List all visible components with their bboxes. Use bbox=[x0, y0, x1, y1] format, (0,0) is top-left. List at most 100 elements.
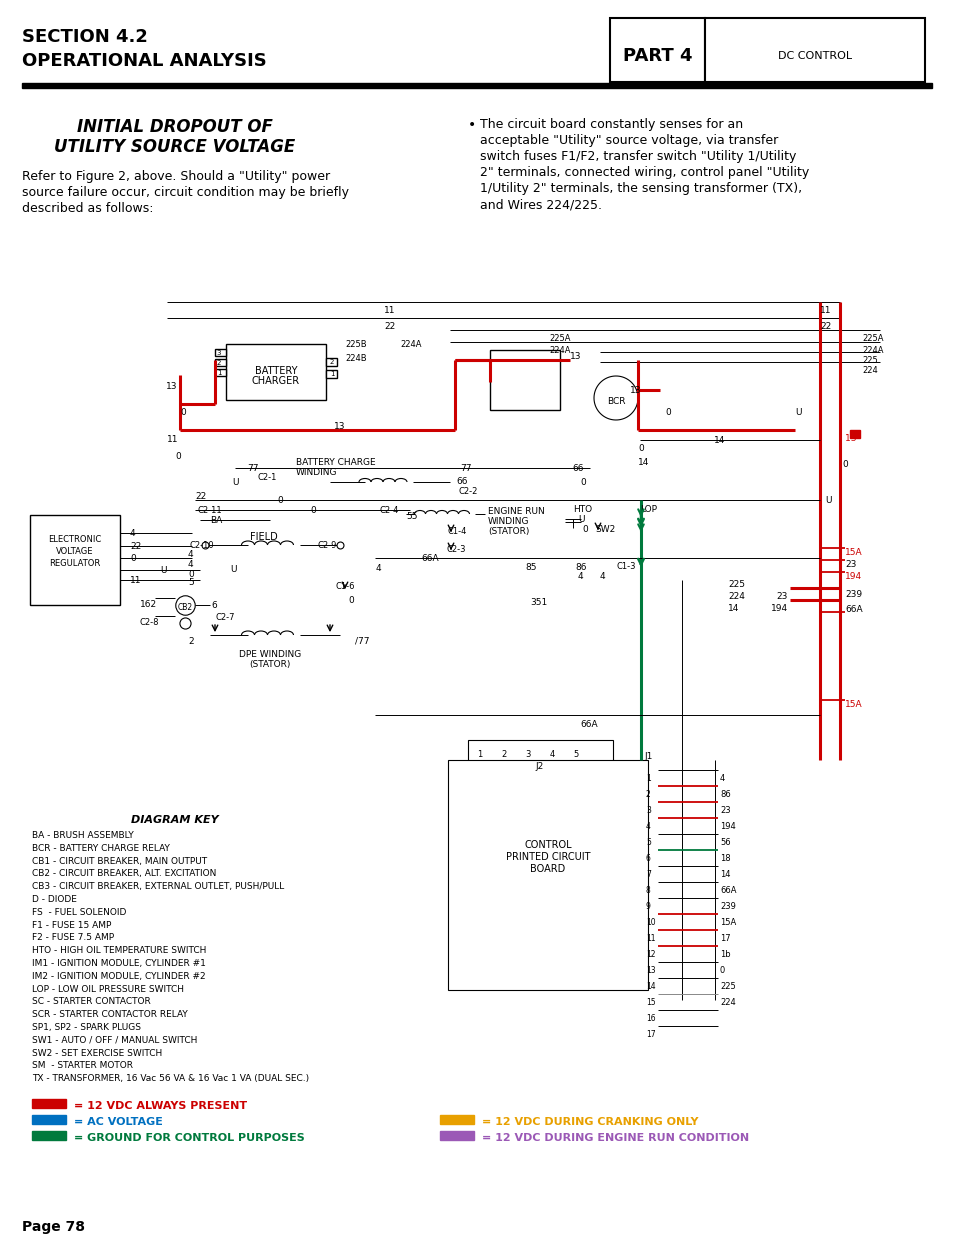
Text: F1 - FUSE 15 AMP: F1 - FUSE 15 AMP bbox=[32, 920, 112, 930]
Text: C2-2: C2-2 bbox=[458, 487, 477, 496]
Bar bbox=[490, 350, 559, 410]
Text: 66: 66 bbox=[572, 464, 583, 473]
Text: 4: 4 bbox=[720, 774, 724, 783]
Text: 0: 0 bbox=[841, 459, 847, 469]
Text: 66: 66 bbox=[456, 477, 467, 487]
Text: 6: 6 bbox=[211, 601, 216, 610]
Text: 11: 11 bbox=[820, 306, 831, 315]
Text: 55: 55 bbox=[406, 513, 417, 521]
Text: PART 4: PART 4 bbox=[622, 47, 692, 65]
Bar bbox=[609, 19, 704, 82]
Text: DPE WINDING: DPE WINDING bbox=[238, 650, 301, 659]
Text: SCR - STARTER CONTACTOR RELAY: SCR - STARTER CONTACTOR RELAY bbox=[32, 1010, 188, 1019]
Text: 1: 1 bbox=[216, 370, 221, 375]
Text: 0: 0 bbox=[664, 408, 670, 417]
Text: IM1 - IGNITION MODULE, CYLINDER #1: IM1 - IGNITION MODULE, CYLINDER #1 bbox=[32, 960, 206, 968]
Text: 22: 22 bbox=[820, 322, 830, 331]
Text: 13: 13 bbox=[334, 422, 345, 431]
Text: DC CONTROL: DC CONTROL bbox=[777, 51, 851, 61]
Text: U: U bbox=[232, 478, 238, 487]
Text: 2: 2 bbox=[501, 750, 506, 760]
Text: 224A: 224A bbox=[549, 346, 570, 354]
Text: 66A: 66A bbox=[844, 605, 862, 614]
Text: 12: 12 bbox=[645, 950, 655, 960]
Text: 225B: 225B bbox=[345, 340, 366, 350]
Text: 66A: 66A bbox=[720, 885, 736, 895]
Text: and Wires 224/225.: and Wires 224/225. bbox=[479, 198, 601, 211]
Text: 0: 0 bbox=[581, 525, 587, 534]
Text: F2 - FUSE 7.5 AMP: F2 - FUSE 7.5 AMP bbox=[32, 934, 114, 942]
Text: 66A: 66A bbox=[579, 720, 597, 729]
Text: 0: 0 bbox=[638, 445, 643, 453]
Text: 0: 0 bbox=[310, 506, 315, 515]
Bar bbox=[214, 350, 226, 356]
Bar bbox=[468, 740, 613, 762]
Text: U: U bbox=[824, 496, 831, 505]
Text: 15A: 15A bbox=[720, 918, 736, 927]
Text: 224: 224 bbox=[720, 998, 735, 1007]
Text: 0: 0 bbox=[579, 478, 585, 487]
Text: ENGINE RUN: ENGINE RUN bbox=[488, 508, 544, 516]
Text: FIELD: FIELD bbox=[250, 532, 277, 542]
Text: 225: 225 bbox=[720, 982, 735, 990]
Text: 194: 194 bbox=[844, 572, 862, 580]
Text: 3: 3 bbox=[216, 350, 221, 356]
Text: 22: 22 bbox=[384, 322, 395, 331]
Text: 0: 0 bbox=[180, 408, 186, 417]
Text: CB2: CB2 bbox=[177, 604, 193, 613]
Text: HTO - HIGH OIL TEMPERATURE SWITCH: HTO - HIGH OIL TEMPERATURE SWITCH bbox=[32, 946, 206, 955]
Bar bbox=[214, 359, 226, 366]
Text: 225: 225 bbox=[727, 580, 744, 589]
Text: LOP: LOP bbox=[639, 505, 657, 514]
Text: WINDING: WINDING bbox=[488, 517, 529, 526]
Text: 1b: 1b bbox=[720, 950, 730, 960]
Text: SM  - STARTER MOTOR: SM - STARTER MOTOR bbox=[32, 1061, 132, 1071]
Text: 224B: 224B bbox=[345, 354, 366, 363]
Text: 0: 0 bbox=[276, 496, 283, 505]
Text: 56: 56 bbox=[720, 839, 730, 847]
Text: J2: J2 bbox=[536, 762, 543, 771]
Text: OPERATIONAL ANALYSIS: OPERATIONAL ANALYSIS bbox=[22, 52, 267, 70]
Text: 11: 11 bbox=[384, 306, 395, 315]
Text: = 12 VDC DURING CRANKING ONLY: = 12 VDC DURING CRANKING ONLY bbox=[481, 1116, 698, 1128]
Text: 194: 194 bbox=[720, 823, 735, 831]
Text: 11: 11 bbox=[167, 435, 178, 445]
Text: 4: 4 bbox=[130, 529, 135, 538]
Text: D - DIODE: D - DIODE bbox=[32, 895, 77, 904]
Text: UTILITY SOURCE VOLTAGE: UTILITY SOURCE VOLTAGE bbox=[54, 138, 295, 156]
Text: = 12 VDC DURING ENGINE RUN CONDITION: = 12 VDC DURING ENGINE RUN CONDITION bbox=[481, 1132, 748, 1144]
Text: LOP - LOW OIL PRESSURE SWITCH: LOP - LOW OIL PRESSURE SWITCH bbox=[32, 984, 184, 994]
Text: 0: 0 bbox=[130, 555, 135, 563]
Text: 225: 225 bbox=[862, 356, 877, 366]
Text: C2-11: C2-11 bbox=[198, 506, 222, 515]
Text: BCR - BATTERY CHARGE RELAY: BCR - BATTERY CHARGE RELAY bbox=[32, 844, 170, 853]
Bar bbox=[214, 369, 226, 375]
Text: C2-4: C2-4 bbox=[379, 506, 399, 515]
Text: 86: 86 bbox=[575, 563, 586, 572]
Text: 23: 23 bbox=[844, 559, 856, 569]
Text: SW1 - AUTO / OFF / MANUAL SWITCH: SW1 - AUTO / OFF / MANUAL SWITCH bbox=[32, 1036, 197, 1045]
Text: C2-1: C2-1 bbox=[257, 473, 277, 482]
Text: •: • bbox=[468, 119, 476, 132]
Text: 4: 4 bbox=[645, 823, 650, 831]
Text: CONTROL: CONTROL bbox=[523, 840, 571, 850]
Bar bbox=[226, 345, 326, 400]
Bar bbox=[849, 430, 859, 438]
Text: C1-6: C1-6 bbox=[335, 582, 355, 592]
Bar bbox=[439, 1115, 474, 1124]
Text: WINDING: WINDING bbox=[295, 468, 337, 477]
Text: C2-8: C2-8 bbox=[140, 618, 159, 627]
Text: The circuit board constantly senses for an: The circuit board constantly senses for … bbox=[479, 119, 742, 131]
Text: 16: 16 bbox=[645, 1014, 655, 1023]
Text: 1: 1 bbox=[330, 370, 334, 377]
Text: 13: 13 bbox=[569, 352, 581, 361]
Text: 23: 23 bbox=[776, 592, 787, 601]
Text: 66A: 66A bbox=[420, 555, 438, 563]
Bar bbox=[326, 370, 336, 378]
Bar bbox=[30, 515, 120, 605]
Text: BOARD: BOARD bbox=[530, 864, 565, 874]
Text: ELECTRONIC: ELECTRONIC bbox=[49, 535, 102, 543]
Text: 17: 17 bbox=[645, 1030, 655, 1039]
Text: /77: /77 bbox=[355, 637, 369, 646]
Text: U: U bbox=[160, 566, 167, 576]
